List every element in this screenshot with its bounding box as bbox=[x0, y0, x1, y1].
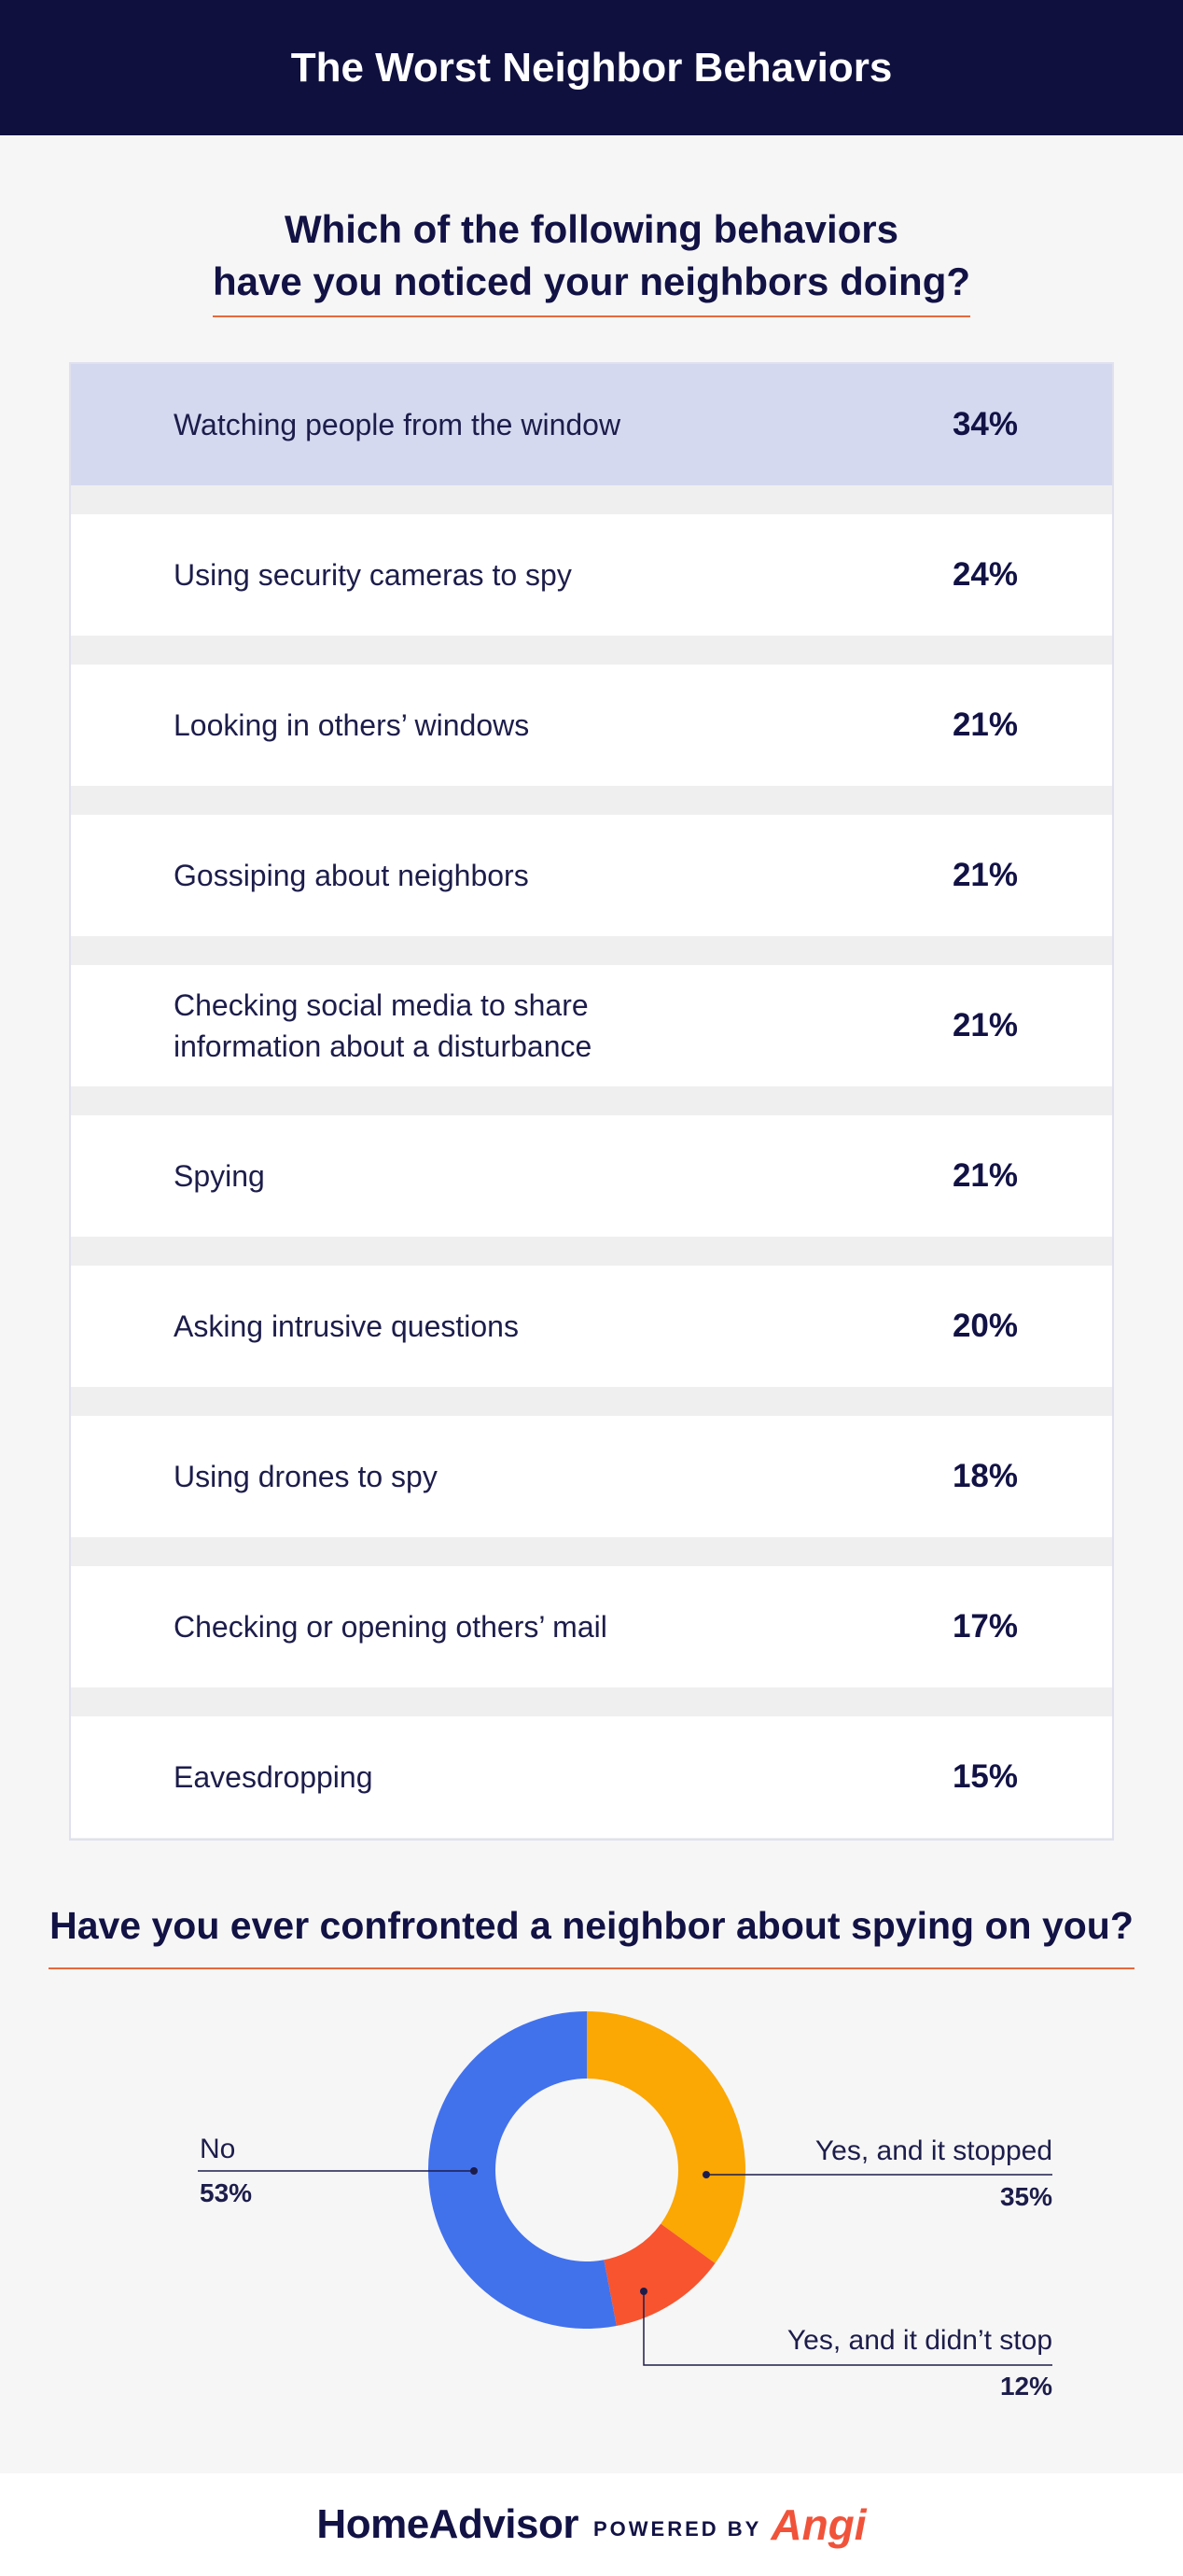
question-2-title: Have you ever confronted a neighbor abou… bbox=[49, 1904, 1134, 1947]
behavior-row: Checking social media to share informatio… bbox=[71, 965, 1112, 1086]
behavior-value: 24% bbox=[952, 556, 1019, 593]
leader-line bbox=[643, 2291, 1052, 2366]
behavior-row: Checking or opening others’ mail 17% bbox=[71, 1566, 1112, 1687]
homeadvisor-logo: HomeAdvisor bbox=[316, 2501, 578, 2547]
header-bar: The Worst Neighbor Behaviors bbox=[0, 0, 1183, 135]
question-2-underline bbox=[49, 1967, 1134, 1969]
behavior-label-line: information about a disturbance bbox=[174, 1029, 592, 1063]
question-1-heading: Which of the following behaviors have yo… bbox=[0, 203, 1183, 317]
donut-value: 35% bbox=[1000, 2182, 1052, 2211]
behavior-row: Looking in others’ windows 21% bbox=[71, 665, 1112, 786]
behavior-label: Checking or opening others’ mail bbox=[174, 1566, 827, 1687]
behavior-value: 21% bbox=[952, 707, 1019, 743]
behavior-value: 21% bbox=[952, 1157, 1019, 1194]
donut-slice bbox=[604, 2223, 716, 2326]
behavior-row: Using drones to spy 18% bbox=[71, 1416, 1112, 1537]
question-1-line-1: Which of the following behaviors bbox=[285, 207, 898, 251]
donut-label: No bbox=[200, 2134, 235, 2164]
behavior-label-line: Watching people from the window bbox=[174, 408, 621, 441]
header-title: The Worst Neighbor Behaviors bbox=[290, 44, 893, 91]
behavior-row: Asking intrusive questions 20% bbox=[71, 1266, 1112, 1387]
behavior-label-line: Using security cameras to spy bbox=[174, 558, 572, 592]
powered-by-text: POWERED BY bbox=[593, 2517, 762, 2541]
behavior-label-line: Checking social media to share bbox=[174, 988, 589, 1022]
donut-slice bbox=[587, 2011, 745, 2263]
behavior-label: Using drones to spy bbox=[174, 1416, 827, 1537]
donut-value: 12% bbox=[1000, 2372, 1052, 2399]
behavior-row: Using security cameras to spy 24% bbox=[71, 514, 1112, 636]
footer: HomeAdvisor POWERED BY Angi bbox=[0, 2473, 1183, 2576]
behavior-label-line: Asking intrusive questions bbox=[174, 1309, 519, 1343]
behavior-table: Watching people from the window 34% Using … bbox=[69, 362, 1114, 1841]
behavior-value: 21% bbox=[952, 857, 1019, 893]
behavior-label: Eavesdropping bbox=[174, 1716, 827, 1838]
donut-label: Yes, and it didn’t stop bbox=[787, 2325, 1052, 2356]
donut-slice bbox=[428, 2011, 617, 2329]
behavior-row: Gossiping about neighbors 21% bbox=[71, 815, 1112, 936]
confrontation-donut-chart: Yes, and it stopped 35% Yes, and it didn’t… bbox=[0, 1988, 1183, 2401]
behavior-label-line: Using drones to spy bbox=[174, 1460, 438, 1493]
behavior-row: Eavesdropping 15% bbox=[71, 1716, 1112, 1838]
behavior-label: Gossiping about neighbors bbox=[174, 815, 827, 936]
donut-svg: Yes, and it stopped 35% Yes, and it didn’t… bbox=[198, 2011, 1052, 2401]
behavior-value: 21% bbox=[952, 1007, 1019, 1043]
behavior-row: Spying 21% bbox=[71, 1115, 1112, 1237]
donut-value: 53% bbox=[200, 2178, 252, 2207]
behavior-label: Looking in others’ windows bbox=[174, 665, 827, 786]
behavior-label: Using security cameras to spy bbox=[174, 514, 827, 636]
behavior-label: Asking intrusive questions bbox=[174, 1266, 827, 1387]
behavior-row: Watching people from the window 34% bbox=[71, 364, 1112, 485]
behavior-value: 17% bbox=[952, 1608, 1019, 1645]
behavior-value: 18% bbox=[952, 1458, 1019, 1494]
angi-logo: Angi bbox=[771, 2500, 867, 2549]
behavior-label: Checking social media to share informatio… bbox=[174, 965, 827, 1086]
behavior-label: Watching people from the window bbox=[174, 364, 827, 485]
behavior-value: 34% bbox=[952, 406, 1019, 442]
behavior-value: 15% bbox=[952, 1758, 1019, 1795]
behavior-label-line: Looking in others’ windows bbox=[174, 708, 530, 742]
behavior-value: 20% bbox=[952, 1308, 1019, 1344]
behavior-label-line: Gossiping about neighbors bbox=[174, 859, 529, 892]
behavior-label-line: Checking or opening others’ mail bbox=[174, 1610, 607, 1644]
question-1-line-2: have you noticed your neighbors doing? bbox=[212, 256, 971, 317]
behavior-label-line: Eavesdropping bbox=[174, 1760, 373, 1794]
behavior-label-line: Spying bbox=[174, 1159, 265, 1193]
behavior-label: Spying bbox=[174, 1115, 827, 1237]
donut-label: Yes, and it stopped bbox=[815, 2135, 1052, 2166]
